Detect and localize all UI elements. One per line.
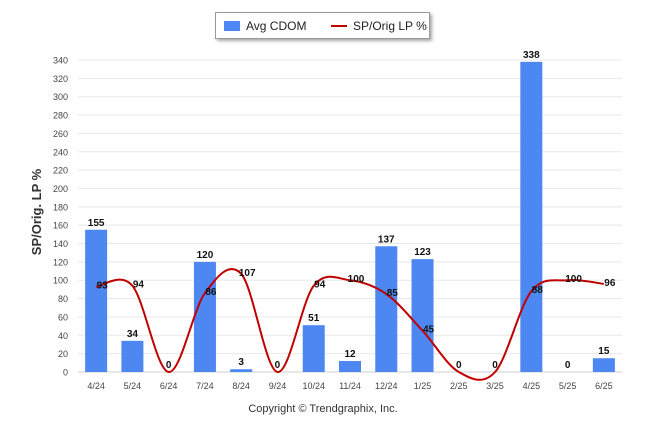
- y-tick-label: 160: [53, 221, 68, 231]
- line-value-label: 88: [532, 285, 544, 296]
- bar-value-label: 0: [456, 360, 462, 371]
- y-tick-label: 260: [53, 129, 68, 139]
- x-tick-label: 7/24: [196, 381, 214, 391]
- line-value-label: 94: [133, 280, 145, 291]
- line-value-label: 107: [239, 268, 256, 279]
- line-series: [95, 267, 604, 381]
- x-tick-label: 2/25: [450, 381, 468, 391]
- x-tick-label: 11/24: [339, 381, 361, 391]
- legend: Avg CDOM SP/Orig LP %: [215, 12, 430, 39]
- line-value-label: 96: [604, 278, 616, 289]
- legend-bar-label: Avg CDOM: [246, 19, 307, 33]
- x-tick-label: 8/24: [232, 381, 250, 391]
- x-tick-label: 5/25: [559, 381, 577, 391]
- bar-value-label: 51: [308, 313, 320, 324]
- x-tick-label: 1/25: [414, 381, 432, 391]
- y-tick-label: 100: [53, 276, 68, 286]
- bar-value-label: 137: [378, 234, 395, 245]
- y-axis-label: SP/Orig. LP %: [29, 168, 44, 255]
- x-tick-label: 6/25: [595, 381, 613, 391]
- bar-value-label: 155: [88, 218, 105, 229]
- bar: [121, 340, 144, 372]
- x-tick-label: 12/24: [375, 381, 398, 391]
- bar: [411, 259, 434, 372]
- x-tick-label: 5/24: [124, 381, 142, 391]
- line-value-label: 93: [97, 281, 109, 292]
- bar: [520, 61, 543, 372]
- bar-value-label: 120: [197, 250, 214, 261]
- line-value-label: 94: [314, 280, 326, 291]
- bar-value-label: 12: [344, 349, 356, 360]
- x-tick-label: 10/24: [302, 381, 325, 391]
- bar-value-label: 123: [414, 247, 431, 258]
- bar: [375, 246, 398, 372]
- bar: [230, 369, 253, 372]
- line-value-label: 85: [387, 288, 399, 299]
- x-tick-label: 9/24: [269, 381, 287, 391]
- line-value-label: 45: [423, 325, 435, 336]
- y-tick-label: 0: [63, 368, 68, 378]
- bar-value-label: 0: [492, 360, 498, 371]
- copyright-text: Copyright © Trendgraphix, Inc.: [248, 403, 398, 415]
- bar: [592, 358, 615, 372]
- line-value-label: 100: [348, 274, 365, 285]
- bar: [85, 229, 108, 372]
- bar: [193, 261, 216, 372]
- bar-value-label: 34: [127, 329, 139, 340]
- legend-line-swatch: [331, 25, 347, 27]
- y-tick-label: 200: [53, 184, 68, 194]
- x-tick-label: 6/24: [160, 381, 178, 391]
- bar-value-label: 0: [166, 360, 172, 371]
- y-tick-label: 280: [53, 111, 68, 121]
- bar-value-label: 0: [565, 360, 571, 371]
- x-axis-ticks: 4/24 5/24 6/24 7/24 8/24 9/24 10/24 11/24 12/24 1…: [87, 381, 612, 391]
- bar-data-labels: 155 34 0 120 3 0 51 12 137 123 0 0 338 0 15: [88, 50, 610, 371]
- bar: [339, 360, 361, 372]
- bar-value-label: 15: [598, 346, 610, 357]
- y-tick-label: 20: [58, 349, 68, 359]
- legend-line-label: SP/Orig LP %: [353, 19, 427, 33]
- bar-value-label: 0: [275, 360, 281, 371]
- line-value-label: 100: [565, 274, 582, 285]
- y-tick-label: 120: [53, 257, 68, 267]
- x-tick-label: 4/24: [87, 381, 105, 391]
- y-tick-label: 140: [53, 239, 68, 249]
- bar: [302, 325, 325, 372]
- x-tick-label: 3/25: [486, 381, 504, 391]
- line-value-label: 86: [205, 287, 217, 298]
- legend-bar-swatch: [224, 21, 240, 31]
- y-axis-ticks: 0 20 40 60 80 100 120 140 160 180 200 220 240 260 280 3…: [53, 56, 68, 378]
- x-tick-label: 4/25: [523, 381, 541, 391]
- y-tick-label: 240: [53, 147, 68, 157]
- y-tick-label: 60: [58, 312, 68, 322]
- bar-series: [85, 61, 615, 372]
- bar-value-label: 3: [238, 357, 244, 368]
- line-data-labels: 93 94 86 107 94 100 85 45 88 100 96: [97, 268, 616, 336]
- y-tick-label: 300: [53, 92, 68, 102]
- y-tick-label: 340: [53, 56, 68, 66]
- y-tick-label: 180: [53, 202, 68, 212]
- y-tick-label: 80: [58, 294, 68, 304]
- bar-value-label: 338: [523, 50, 540, 61]
- y-tick-label: 320: [53, 74, 68, 84]
- y-tick-label: 40: [58, 331, 68, 341]
- y-tick-label: 220: [53, 166, 68, 176]
